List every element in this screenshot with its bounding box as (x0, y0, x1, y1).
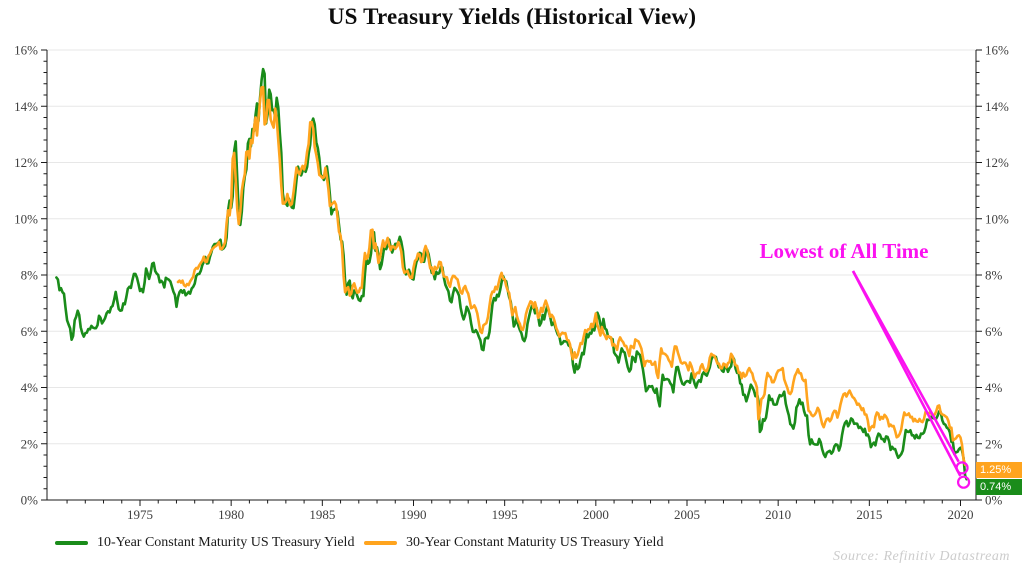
y-tick-label-right: 6% (985, 324, 1003, 339)
x-tick-label: 1980 (218, 507, 244, 522)
legend-item-30y: 30-Year Constant Maturity US Treasury Yi… (364, 532, 663, 554)
legend: 10-Year Constant Maturity US Treasury Yi… (0, 532, 1024, 554)
x-tick-label: 1995 (492, 507, 518, 522)
y-tick-label-right: 12% (985, 155, 1009, 170)
y-tick-label-left: 10% (14, 211, 38, 226)
y-tick-label-right: 10% (985, 211, 1009, 226)
y-tick-label-left: 6% (21, 324, 39, 339)
y-tick-label-right: 4% (985, 380, 1003, 395)
y-tick-label-left: 2% (21, 436, 39, 451)
x-tick-label: 1985 (309, 507, 335, 522)
x-tick-label: 2005 (674, 507, 700, 522)
y-tick-label-left: 14% (14, 99, 38, 114)
x-tick-label: 2020 (948, 507, 974, 522)
legend-label-30y: 30-Year Constant Maturity US Treasury Yi… (406, 535, 664, 550)
source-label: Source: Refinitiv Datastream (832, 549, 1010, 564)
value-badge-10y: 0.74% (976, 479, 1022, 495)
page-title: US Treasury Yields (Historical View) (327, 4, 697, 29)
y-tick-label-right: 8% (985, 268, 1003, 283)
x-tick-label: 2010 (765, 507, 791, 522)
annotation-label: Lowest of All Time (759, 239, 929, 263)
y-tick-label-left: 12% (14, 155, 38, 170)
legend-line-swatch-10y-icon (55, 541, 88, 545)
annotation-pointer-line (851, 270, 962, 477)
y-tick-label-left: 0% (21, 493, 39, 508)
value-badge-30y: 1.25% (976, 462, 1022, 478)
y-tick-label-left: 8% (21, 268, 39, 283)
y-tick-label-left: 4% (21, 380, 39, 395)
x-tick-label: 2015 (856, 507, 882, 522)
legend-item-10y: 10-Year Constant Maturity US Treasury Yi… (55, 532, 354, 554)
series-line-30y (176, 85, 967, 467)
y-tick-label-right: 2% (985, 436, 1003, 451)
y-tick-label-right: 16% (985, 43, 1009, 58)
legend-line-swatch-30y-icon (364, 541, 397, 545)
x-tick-label: 1990 (400, 507, 426, 522)
y-tick-label-right: 14% (985, 99, 1009, 114)
y-tick-label-left: 16% (14, 43, 38, 58)
annotation-circle-10y (956, 475, 971, 489)
y-tick-label-right: 0% (985, 493, 1003, 508)
legend-label-10y: 10-Year Constant Maturity US Treasury Yi… (97, 535, 355, 550)
x-tick-label: 2000 (583, 507, 609, 522)
x-tick-label: 1975 (127, 507, 153, 522)
